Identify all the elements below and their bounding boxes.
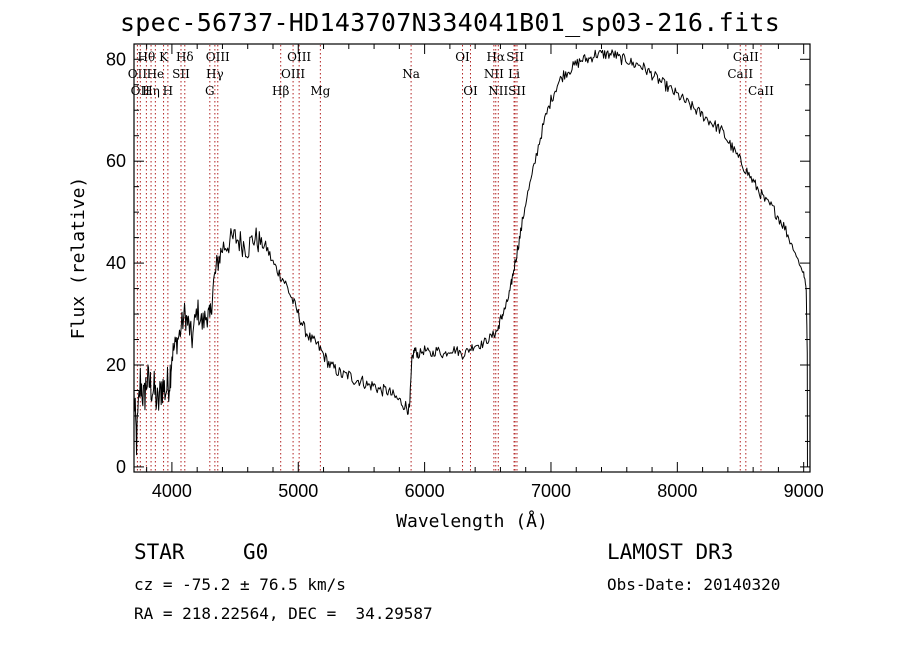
line-marker-label: OI	[455, 50, 470, 64]
x-axis-label: Wavelength (Å)	[396, 510, 548, 532]
line-marker-label: Na	[402, 67, 420, 81]
line-marker-label: G	[205, 84, 215, 98]
y-axis-label: Flux (relative)	[68, 177, 89, 340]
line-marker-label: OII	[131, 84, 151, 98]
line-marker-label: He	[147, 67, 165, 81]
line-marker-label: Mg	[310, 84, 330, 98]
line-markers: OII OII Hθ Hη He K H SII Hδ G Hγ OIII Hβ OIII OIII Mg Na…	[128, 45, 774, 471]
line-marker-label: Hη	[142, 84, 160, 98]
obs-date: Obs-Date: 20140320	[607, 575, 781, 594]
survey-name: LAMOST DR3	[607, 540, 734, 564]
x-tick-label: 6000	[405, 481, 445, 501]
x-tick-label: 4000	[152, 481, 192, 501]
redshift-cz: cz = -75.2 ± 76.5 km/s	[134, 575, 346, 594]
line-marker-label: CaII	[733, 50, 759, 64]
ra-dec: RA = 218.22564, DEC = 34.29587	[134, 604, 433, 623]
line-marker-label: Li	[508, 67, 520, 81]
object-subclass: G0	[243, 540, 269, 564]
line-marker-label: OI	[463, 84, 478, 98]
line-marker-label: OII	[128, 67, 148, 81]
x-tick-label: 5000	[278, 481, 318, 501]
line-marker-label: CaII	[748, 84, 774, 98]
line-marker-label: K	[159, 50, 169, 64]
x-tick-label: 7000	[531, 481, 571, 501]
line-marker-label: SII	[506, 50, 524, 64]
line-marker-label: H	[163, 84, 173, 98]
line-marker-label: OIII	[287, 50, 311, 64]
line-marker-label: SII	[172, 67, 190, 81]
line-marker-label: CaII	[727, 67, 753, 81]
spectrum-layer	[133, 49, 808, 467]
line-marker-label: Hβ	[272, 84, 289, 98]
line-marker-label: Hδ	[176, 50, 194, 64]
axes: 4000 5000 6000 7000 8000 9000 0 20 40 60 80 Wavelen…	[68, 43, 824, 532]
line-marker-label: Hα	[486, 50, 505, 64]
line-marker-label: SII	[508, 84, 526, 98]
line-marker-label: OIII	[281, 67, 305, 81]
line-marker-label: NII	[488, 84, 508, 98]
plot-frame	[133, 43, 811, 473]
line-marker-label: NII	[484, 67, 504, 81]
spectrum-line	[133, 49, 808, 467]
x-tick-label: 9000	[784, 481, 824, 501]
y-tick-label: 60	[106, 151, 126, 171]
chart-title: spec-56737-HD143707N334041B01_sp03-216.f…	[119, 8, 781, 37]
y-tick-label: 80	[106, 49, 126, 69]
y-tick-label: 0	[116, 457, 126, 477]
line-marker-label: Hγ	[206, 67, 224, 81]
object-class: STAR	[134, 540, 185, 564]
line-marker-label: OIII	[206, 50, 230, 64]
y-tick-label: 20	[106, 355, 126, 375]
y-tick-label: 40	[106, 253, 126, 273]
x-tick-label: 8000	[657, 481, 697, 501]
line-marker-label: Hθ	[138, 50, 156, 64]
